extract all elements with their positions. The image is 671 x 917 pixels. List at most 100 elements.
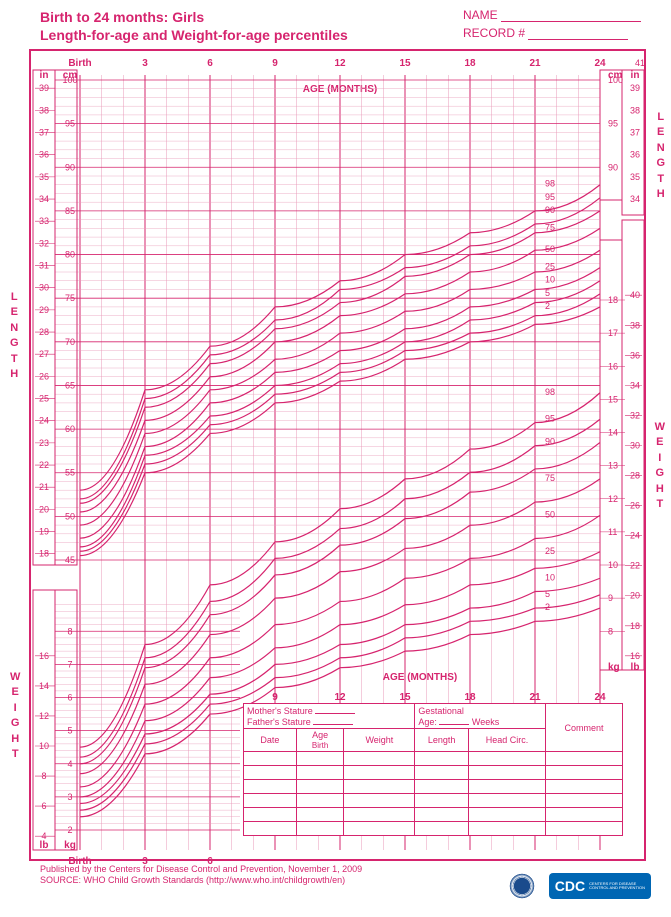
svg-text:27: 27 bbox=[39, 349, 49, 359]
svg-text:3: 3 bbox=[67, 792, 72, 802]
svg-text:20: 20 bbox=[39, 504, 49, 514]
svg-text:16: 16 bbox=[608, 361, 618, 371]
mother-stature-label: Mother's Stature bbox=[247, 706, 313, 716]
svg-text:20: 20 bbox=[630, 591, 640, 601]
svg-text:18: 18 bbox=[630, 621, 640, 631]
svg-text:55: 55 bbox=[65, 468, 75, 478]
svg-text:21: 21 bbox=[529, 58, 541, 69]
svg-text:12: 12 bbox=[334, 692, 346, 703]
svg-text:18: 18 bbox=[608, 295, 618, 305]
svg-text:28: 28 bbox=[630, 471, 640, 481]
svg-text:32: 32 bbox=[39, 238, 49, 248]
svg-text:95: 95 bbox=[65, 119, 75, 129]
svg-text:10: 10 bbox=[608, 560, 618, 570]
weeks-label: Weeks bbox=[472, 717, 499, 727]
svg-text:22: 22 bbox=[39, 460, 49, 470]
cdc-text: CDC bbox=[555, 878, 585, 894]
svg-text:cm: cm bbox=[63, 70, 78, 81]
svg-text:24: 24 bbox=[39, 416, 49, 426]
svg-text:31: 31 bbox=[39, 261, 49, 271]
svg-text:95: 95 bbox=[608, 119, 618, 129]
svg-text:16: 16 bbox=[39, 651, 49, 661]
svg-text:30: 30 bbox=[630, 440, 640, 450]
svg-text:10: 10 bbox=[545, 572, 555, 582]
svg-text:25: 25 bbox=[545, 546, 555, 556]
svg-text:3: 3 bbox=[142, 58, 148, 69]
svg-text:38: 38 bbox=[630, 320, 640, 330]
svg-text:9: 9 bbox=[272, 58, 278, 69]
gestational-label: Gestational bbox=[418, 706, 464, 716]
father-input[interactable] bbox=[313, 716, 353, 725]
svg-text:39: 39 bbox=[39, 83, 49, 93]
gest-age-input[interactable] bbox=[439, 716, 469, 725]
svg-text:90: 90 bbox=[608, 162, 618, 172]
footer-line2: SOURCE: WHO Child Growth Standards (http… bbox=[40, 875, 345, 885]
svg-text:15: 15 bbox=[399, 692, 411, 703]
table-row[interactable] bbox=[244, 780, 623, 794]
svg-text:75: 75 bbox=[65, 293, 75, 303]
svg-text:7: 7 bbox=[67, 659, 72, 669]
cdc-logo-icon: CDC CENTERS FOR DISEASECONTROL AND PREVE… bbox=[549, 873, 651, 899]
svg-text:21: 21 bbox=[529, 692, 541, 703]
svg-text:19: 19 bbox=[39, 527, 49, 537]
svg-text:12: 12 bbox=[334, 58, 346, 69]
svg-text:14: 14 bbox=[608, 428, 618, 438]
svg-text:10: 10 bbox=[545, 275, 555, 285]
svg-text:10: 10 bbox=[39, 741, 49, 751]
svg-text:65: 65 bbox=[65, 380, 75, 390]
svg-text:13: 13 bbox=[608, 461, 618, 471]
svg-text:22: 22 bbox=[630, 561, 640, 571]
svg-text:90: 90 bbox=[65, 162, 75, 172]
svg-text:8: 8 bbox=[67, 626, 72, 636]
svg-text:75: 75 bbox=[545, 473, 555, 483]
svg-text:36: 36 bbox=[630, 350, 640, 360]
mother-input[interactable] bbox=[315, 705, 355, 714]
svg-text:35: 35 bbox=[39, 172, 49, 182]
svg-text:50: 50 bbox=[65, 511, 75, 521]
svg-text:14: 14 bbox=[39, 681, 49, 691]
table-row[interactable] bbox=[244, 808, 623, 822]
svg-text:24: 24 bbox=[630, 531, 640, 541]
svg-text:in: in bbox=[40, 70, 49, 81]
svg-text:4: 4 bbox=[67, 759, 72, 769]
age-label: Age: bbox=[418, 717, 437, 727]
data-entry-table[interactable]: Mother's Stature Father's Stature Gestat… bbox=[243, 703, 623, 836]
svg-text:AGE (MONTHS): AGE (MONTHS) bbox=[383, 672, 457, 683]
father-stature-label: Father's Stature bbox=[247, 717, 311, 727]
svg-text:6: 6 bbox=[207, 58, 213, 69]
table-row[interactable] bbox=[244, 766, 623, 780]
table-row[interactable] bbox=[244, 822, 623, 836]
hhs-logo-icon bbox=[503, 867, 541, 905]
svg-text:15: 15 bbox=[608, 394, 618, 404]
svg-text:80: 80 bbox=[65, 250, 75, 260]
svg-text:50: 50 bbox=[545, 509, 555, 519]
logo-block: CDC CENTERS FOR DISEASECONTROL AND PREVE… bbox=[503, 867, 651, 905]
comment-header: Comment bbox=[564, 723, 603, 733]
svg-text:12: 12 bbox=[608, 494, 618, 504]
svg-text:18: 18 bbox=[464, 58, 476, 69]
svg-text:lb: lb bbox=[631, 662, 640, 673]
table-row[interactable] bbox=[244, 752, 623, 766]
svg-text:24: 24 bbox=[594, 58, 606, 69]
svg-text:29: 29 bbox=[39, 305, 49, 315]
svg-text:24: 24 bbox=[594, 692, 606, 703]
svg-text:38: 38 bbox=[630, 105, 640, 115]
footer-citation: Published by the Centers for Disease Con… bbox=[40, 864, 362, 887]
svg-text:6: 6 bbox=[41, 801, 46, 811]
svg-text:23: 23 bbox=[39, 438, 49, 448]
svg-text:kg: kg bbox=[64, 840, 76, 851]
svg-text:26: 26 bbox=[39, 371, 49, 381]
svg-text:in: in bbox=[631, 70, 640, 81]
svg-text:9: 9 bbox=[608, 593, 613, 603]
col-header: Length bbox=[415, 729, 469, 752]
svg-text:41: 41 bbox=[635, 58, 645, 68]
table-row[interactable] bbox=[244, 794, 623, 808]
svg-text:36: 36 bbox=[39, 150, 49, 160]
footer-line1: Published by the Centers for Disease Con… bbox=[40, 864, 362, 874]
svg-text:35: 35 bbox=[630, 172, 640, 182]
col-header: Weight bbox=[344, 729, 415, 752]
svg-text:5: 5 bbox=[67, 726, 72, 736]
svg-text:34: 34 bbox=[630, 380, 640, 390]
svg-text:33: 33 bbox=[39, 216, 49, 226]
col-header: AgeBirth bbox=[296, 729, 344, 752]
